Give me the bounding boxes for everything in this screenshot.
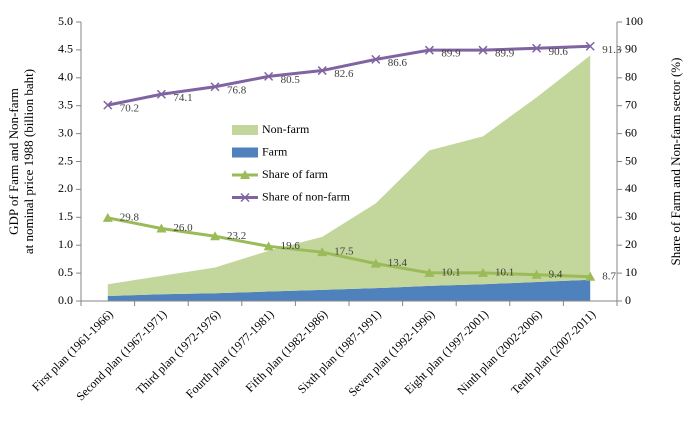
legend-label: Non-farm	[262, 122, 310, 136]
y2-tick-label: 100	[625, 14, 643, 28]
data-label: 26.0	[173, 222, 193, 234]
data-label: 29.8	[120, 211, 140, 223]
x-tick-label: Second plan (1967-1971)	[73, 307, 169, 403]
marker	[478, 45, 488, 55]
y-tick-label: 1.0	[58, 237, 73, 251]
legend-label: Share of non-farm	[262, 189, 351, 203]
y-tick-label: 1.5	[58, 209, 73, 223]
data-label: 76.8	[227, 84, 247, 96]
y2-tick-label: 80	[625, 70, 637, 84]
y-tick-label: 4.0	[58, 70, 73, 84]
marker	[532, 43, 542, 53]
marker	[263, 241, 274, 251]
data-label: 74.1	[173, 92, 192, 104]
marker	[210, 82, 220, 92]
y-axis-title: GDP of Farm and Non-farm	[6, 88, 21, 235]
y-tick-label: 4.5	[58, 42, 73, 56]
legend-swatch	[232, 147, 258, 158]
y-tick-label: 0.5	[58, 265, 73, 279]
data-label: 10.1	[441, 266, 460, 278]
marker	[240, 170, 250, 179]
y-tick-label: 5.0	[58, 14, 73, 28]
legend-label: Farm	[262, 144, 288, 158]
y-tick-label: 3.5	[58, 97, 73, 111]
data-label: 80.5	[281, 74, 301, 86]
data-label: 86.6	[388, 57, 408, 69]
data-label: 9.4	[549, 268, 563, 280]
y-tick-label: 2.5	[58, 153, 73, 167]
marker	[478, 267, 488, 277]
data-label: 89.9	[441, 48, 461, 60]
y2-tick-label: 10	[625, 265, 637, 279]
marker	[156, 89, 166, 99]
x-tick-label: Fourth plan (1977-1981)	[183, 307, 277, 401]
data-label: 91.3	[602, 44, 622, 56]
y2-tick-label: 20	[625, 237, 637, 251]
marker	[210, 231, 220, 241]
data-label: 8.7	[602, 270, 616, 282]
marker	[371, 54, 381, 64]
y2-tick-label: 90	[625, 42, 637, 56]
marker	[531, 269, 542, 279]
marker	[264, 71, 274, 81]
marker	[103, 100, 113, 110]
marker	[102, 212, 113, 222]
data-label: 19.6	[281, 240, 301, 252]
marker	[156, 223, 167, 233]
marker	[317, 66, 327, 76]
areas	[107, 55, 591, 301]
marker	[317, 247, 328, 257]
y2-tick-label: 50	[625, 153, 637, 167]
y2-tick-label: 30	[625, 209, 637, 223]
y-tick-label: 0.0	[58, 293, 73, 307]
y2-tick-label: 0	[625, 293, 631, 307]
data-label: 70.2	[120, 103, 139, 115]
y-tick-label: 2.0	[58, 181, 73, 195]
line	[107, 216, 591, 279]
line	[107, 44, 591, 107]
y2-tick-label: 40	[625, 181, 637, 195]
data-label: 82.6	[334, 68, 354, 80]
area	[107, 279, 591, 301]
y2-tick-label: 60	[625, 125, 637, 139]
marker	[585, 271, 596, 281]
legend-swatch	[232, 125, 258, 135]
legend: Non-farm Farm Share of farm Share of non-fa…	[232, 122, 351, 203]
marker	[585, 41, 595, 51]
data-label: 10.1	[495, 266, 514, 278]
y2-tick-label: 70	[625, 97, 637, 111]
y-tick-label: 3.0	[58, 125, 73, 139]
data-label: 23.2	[227, 230, 246, 242]
data-label: 90.6	[549, 46, 569, 58]
y2-axis-title: Share of Farm and Non-farm sector (%)	[668, 58, 683, 266]
area	[107, 55, 591, 296]
legend-label: Share of farm	[262, 167, 329, 181]
y-axis-title: at nominal price 1988 (billion baht)	[21, 69, 36, 254]
marker	[240, 192, 250, 203]
data-label: 89.9	[495, 48, 515, 60]
marker	[424, 267, 435, 277]
data-label: 13.4	[388, 257, 408, 269]
marker	[370, 258, 381, 268]
data-label: 17.5	[334, 246, 354, 258]
marker	[424, 45, 434, 55]
